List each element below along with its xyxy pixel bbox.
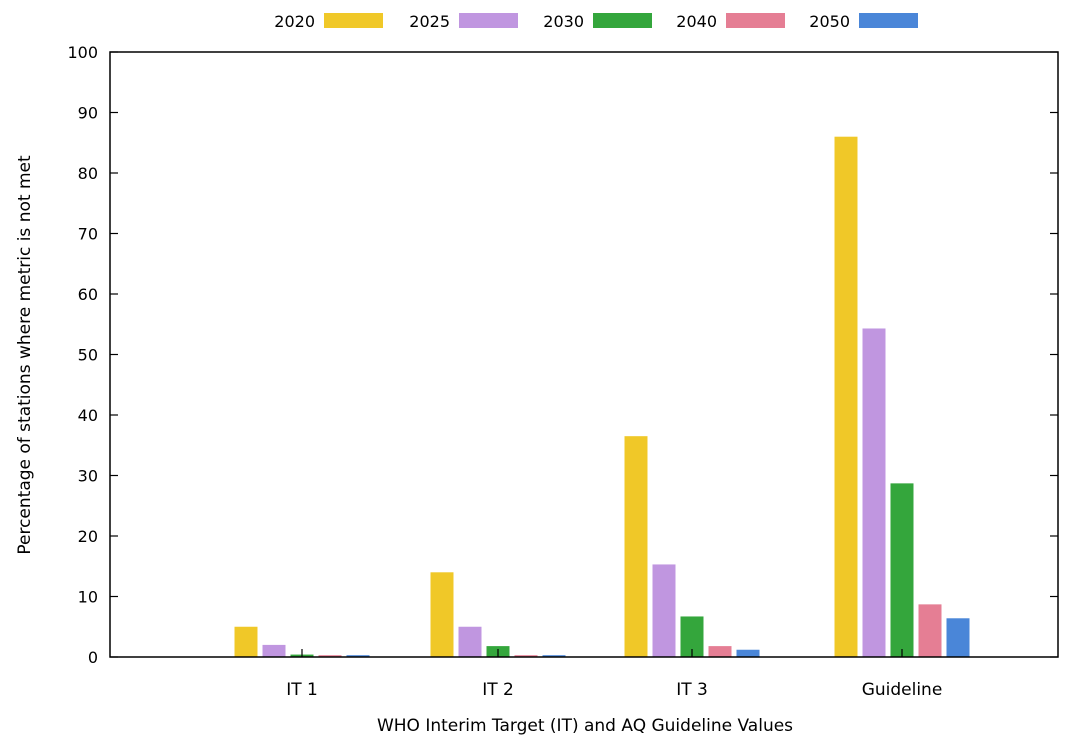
bar-2040-guideline [918,604,942,657]
bar-2040-it-2 [514,655,538,657]
y-tick-label: 20 [78,527,98,546]
legend-label-2050: 2050 [809,12,850,31]
plot-frame [109,51,1059,658]
legend-label-2020: 2020 [274,12,315,31]
bar-2050-guideline [946,618,970,657]
bar-2025-it-3 [652,564,676,657]
y-tick-label: 0 [88,648,98,667]
x-tick-label: IT 2 [482,680,514,700]
legend-swatch-2030 [593,13,652,28]
x-tick-label: IT 3 [676,680,708,700]
legend-label-2025: 2025 [409,12,450,31]
bar-2020-it-1 [234,626,258,657]
bar-2040-it-3 [708,646,732,657]
bar-2030-it-3 [680,616,704,657]
legend-label-2030: 2030 [543,12,584,31]
bar-2020-it-3 [624,436,648,657]
y-tick-label: 30 [78,467,98,486]
x-tick-label: Guideline [862,680,943,700]
legend-swatch-2025 [459,13,518,28]
y-tick-label: 70 [78,225,98,244]
y-tick-label: 10 [78,588,98,607]
y-tick-label: 50 [78,346,98,365]
bar-2025-it-1 [262,644,286,657]
legend-label-2040: 2040 [676,12,717,31]
x-tick-label: IT 1 [286,680,318,700]
y-tick-label: 60 [78,285,98,304]
y-tick-label: 90 [78,104,98,123]
y-axis-title: Percentage of stations where metric is n… [15,155,35,555]
legend: 2020 2025 2030 2040 2050 [274,12,918,31]
y-tick-label: 80 [78,164,98,183]
legend-swatch-2040 [726,13,785,28]
bar-2025-guideline [862,328,886,657]
legend-swatch-2020 [324,13,383,28]
y-axis-ticks: 0 10 20 30 40 50 60 70 80 90 100 [67,43,1058,667]
bars [234,136,970,657]
bar-2030-guideline [890,483,914,657]
bar-2050-it-1 [346,655,370,657]
y-tick-label: 100 [67,43,98,62]
bar-2040-it-1 [318,655,342,657]
y-tick-label: 40 [78,406,98,425]
legend-swatch-2050 [859,13,918,28]
bar-2025-it-2 [458,626,482,657]
bar-2020-guideline [834,136,858,657]
x-axis-title: WHO Interim Target (IT) and AQ Guideline… [377,716,793,736]
bar-2050-it-3 [736,649,760,657]
x-axis-labels: IT 1 IT 2 IT 3 Guideline [286,649,942,700]
bar-2020-it-2 [430,572,454,657]
bar-2050-it-2 [542,655,566,657]
